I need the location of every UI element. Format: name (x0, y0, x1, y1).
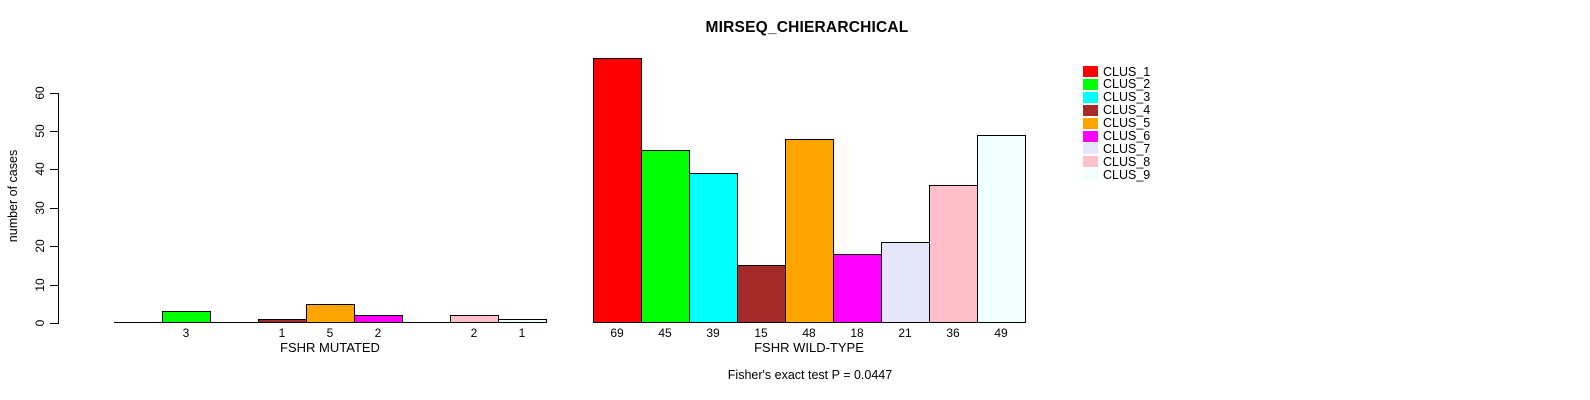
bar-value-label: 5 (326, 326, 334, 340)
legend-swatch-clus-9 (1083, 169, 1098, 180)
legend-label: CLUS_1 (1103, 65, 1151, 79)
bar-group1-clus-2 (162, 311, 211, 323)
zero-bar-group1-clus-1 (114, 322, 163, 323)
legend-label: CLUS_6 (1103, 129, 1151, 143)
fisher-test-annotation: Fisher's exact test P = 0.0447 (727, 368, 893, 382)
bar-value-label: 1 (518, 326, 526, 340)
legend-swatch-clus-3 (1083, 92, 1098, 103)
bar-group2-clus-5 (785, 139, 834, 323)
legend-label: CLUS_7 (1103, 142, 1151, 156)
bar-group2-clus-1 (593, 58, 642, 323)
legend-label: CLUS_8 (1103, 155, 1151, 169)
legend-label: CLUS_5 (1103, 116, 1151, 130)
bar-group1-clus-8 (450, 315, 499, 323)
legend-swatch-clus-4 (1083, 105, 1098, 116)
bar-group1-clus-9 (498, 319, 547, 323)
y-axis-tick (50, 131, 58, 132)
bar-value-label: 1 (278, 326, 286, 340)
x-group-label-fshr-wild-type: FSHR WILD-TYPE (754, 340, 864, 355)
y-axis-tick (50, 208, 58, 209)
y-axis-tick-label: 20 (33, 239, 47, 253)
y-axis-tick-label: 0 (33, 319, 47, 327)
y-axis-tick (50, 169, 58, 170)
bar-group2-clus-7 (881, 242, 930, 323)
bar-group2-clus-9 (977, 135, 1026, 323)
y-axis-tick (50, 93, 58, 94)
y-axis-tick-label: 60 (33, 86, 47, 100)
chart-title: MIRSEQ_CHIERARCHICAL (705, 19, 909, 36)
x-group-label-fshr-mutated: FSHR MUTATED (280, 340, 380, 355)
bar-value-label: 49 (994, 326, 1008, 340)
bar-group2-clus-4 (737, 265, 786, 323)
bar-value-label: 15 (754, 326, 768, 340)
y-axis-line (58, 93, 59, 324)
bar-group2-clus-2 (641, 150, 690, 323)
bar-group1-clus-4 (258, 319, 307, 323)
bar-value-label: 48 (802, 326, 816, 340)
bar-value-label: 45 (658, 326, 672, 340)
legend-swatch-clus-5 (1083, 118, 1098, 129)
bar-group2-clus-6 (833, 254, 882, 323)
legend-label: CLUS_2 (1103, 77, 1151, 91)
bar-group2-clus-8 (929, 185, 978, 323)
y-axis-tick (50, 285, 58, 286)
legend-swatch-clus-7 (1083, 143, 1098, 154)
legend-swatch-clus-8 (1083, 156, 1098, 167)
zero-bar-group1-clus-3 (210, 322, 259, 323)
legend-swatch-clus-1 (1083, 66, 1098, 77)
bar-group1-clus-6 (354, 315, 403, 323)
legend-swatch-clus-2 (1083, 79, 1098, 90)
bar-value-label: 2 (470, 326, 478, 340)
zero-bar-group1-clus-7 (402, 322, 451, 323)
y-axis-tick (50, 246, 58, 247)
y-axis-tick-label: 50 (33, 124, 47, 138)
legend-label: CLUS_4 (1103, 103, 1151, 117)
bar-value-label: 21 (898, 326, 912, 340)
bar-value-label: 3 (182, 326, 190, 340)
bar-value-label: 2 (374, 326, 382, 340)
bar-value-label: 36 (946, 326, 960, 340)
y-axis-tick (50, 323, 58, 324)
legend-swatch-clus-6 (1083, 131, 1098, 142)
legend-label: CLUS_3 (1103, 90, 1151, 104)
bar-value-label: 69 (610, 326, 624, 340)
y-axis-tick-label: 30 (33, 201, 47, 215)
bar-group2-clus-3 (689, 173, 738, 323)
bar-group1-clus-5 (306, 304, 355, 323)
bar-value-label: 39 (706, 326, 720, 340)
legend-label: CLUS_9 (1103, 168, 1151, 182)
y-axis-tick-label: 40 (33, 162, 47, 176)
bar-value-label: 18 (850, 326, 864, 340)
y-axis-tick-label: 10 (33, 278, 47, 292)
